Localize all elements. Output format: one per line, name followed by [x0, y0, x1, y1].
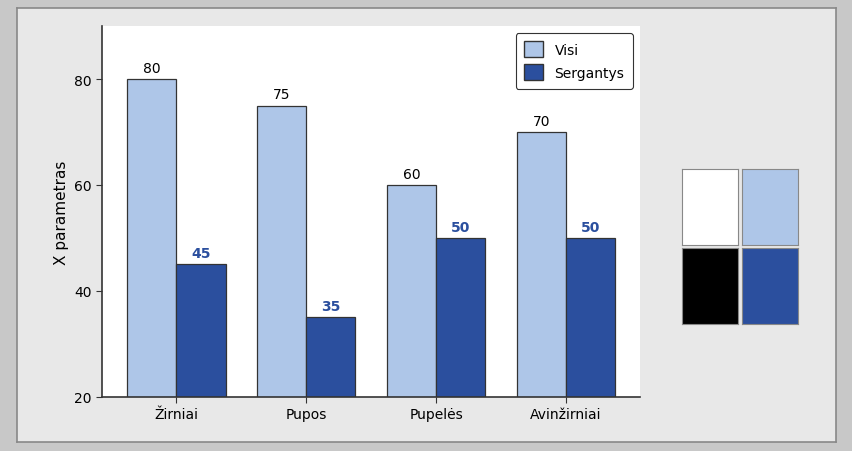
Legend: Visi, Sergantys: Visi, Sergantys: [515, 34, 632, 90]
Text: 80: 80: [142, 62, 160, 76]
Bar: [435, 239, 485, 451]
Text: 75: 75: [273, 88, 290, 102]
Bar: [565, 239, 614, 451]
Bar: [386, 185, 435, 451]
Bar: [516, 133, 565, 451]
Text: 50: 50: [580, 220, 600, 234]
Bar: [176, 265, 225, 451]
Text: 70: 70: [532, 115, 550, 129]
Y-axis label: X parametras: X parametras: [54, 160, 69, 264]
Bar: [127, 80, 176, 451]
Text: 45: 45: [191, 247, 210, 261]
Bar: [256, 106, 306, 451]
Text: 50: 50: [451, 220, 469, 234]
Text: 60: 60: [402, 167, 420, 181]
Bar: [306, 318, 355, 451]
Text: 35: 35: [320, 299, 340, 313]
